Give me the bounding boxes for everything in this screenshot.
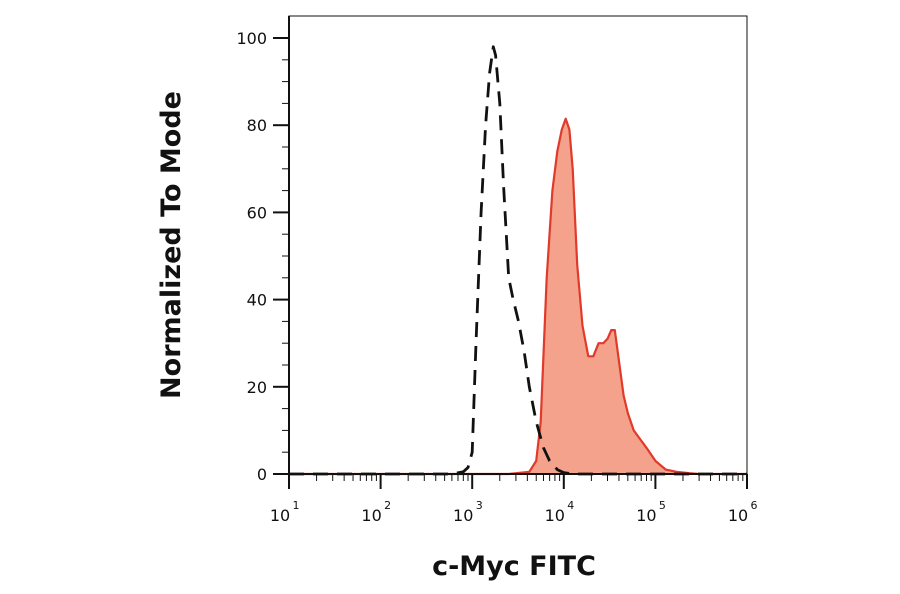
c-myc-stained-histogram-fill [289, 118, 747, 474]
x-tick-label: 10 [270, 506, 290, 525]
x-tick-label: 10 [545, 506, 565, 525]
plot-frame [288, 15, 748, 475]
x-tick-exponent: 1 [293, 499, 300, 512]
x-tick-label: 10 [361, 506, 381, 525]
c-myc-stained-histogram-outline [289, 117, 747, 476]
x-tick-label: 10 [728, 506, 748, 525]
y-tick-label: 40 [247, 291, 267, 310]
y-axis-title: Normalized To Mode [156, 91, 187, 399]
x-tick-exponent: 3 [476, 499, 483, 512]
y-tick-label: 80 [247, 116, 267, 135]
x-tick-exponent: 6 [751, 499, 758, 512]
x-tick-label: 10 [636, 506, 656, 525]
y-tick-label: 60 [247, 203, 267, 222]
y-tick-label: 100 [236, 29, 267, 48]
x-axis-title: c-Myc FITC [432, 551, 596, 582]
x-tick-exponent: 4 [567, 499, 574, 512]
x-tick-exponent: 2 [384, 499, 391, 512]
plot-area [289, 45, 747, 476]
y-tick-label: 0 [257, 465, 267, 484]
isotype-control-histogram-line [289, 45, 747, 476]
x-tick-exponent: 5 [659, 499, 666, 512]
y-tick-label: 20 [247, 378, 267, 397]
x-tick-label: 10 [453, 506, 473, 525]
y-axis-ticks: 0 20 40 60 80 100 [236, 29, 289, 484]
